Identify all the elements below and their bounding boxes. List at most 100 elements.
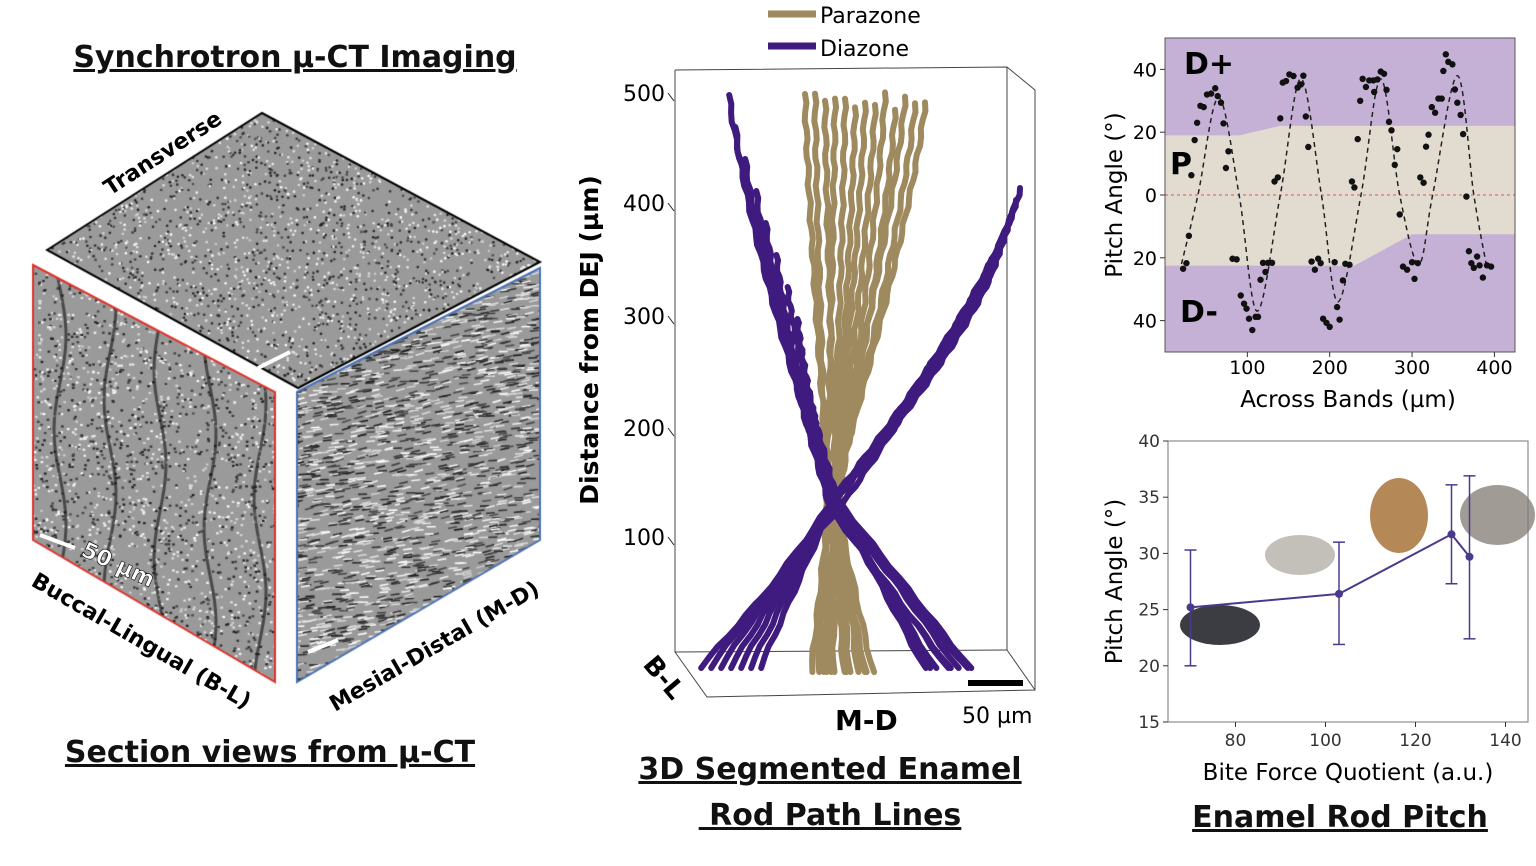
plot-frame: [1167, 440, 1529, 723]
data-point: [1305, 143, 1312, 151]
y-tick-label: 40: [1133, 59, 1157, 81]
left-panel-subtitle: Section views from µ-CT: [64, 735, 476, 770]
data-point: [1438, 95, 1445, 102]
zone-label-d-plus: D+: [1184, 47, 1234, 82]
data-point: [1193, 119, 1201, 126]
data-point: [1468, 259, 1475, 267]
y-tick-label: 20: [1138, 657, 1160, 677]
data-point: [1233, 256, 1240, 263]
scale-label-left: 50 µm: [77, 538, 158, 593]
middle-panel-title-line2: Rod Path Lines: [698, 798, 962, 833]
data-point: [1487, 263, 1495, 270]
data-point: [1297, 81, 1305, 88]
data-point: [1335, 589, 1343, 598]
data-point: [1254, 313, 1262, 321]
y-tick-label: 40: [1138, 432, 1160, 452]
data-point: [1308, 258, 1315, 265]
data-point: [1191, 136, 1198, 144]
data-point: [1449, 61, 1456, 68]
data-point: [1331, 258, 1338, 266]
scale-label-middle: 50 µm: [962, 704, 1032, 729]
scale-bar-left: [39, 533, 76, 550]
snow-leopard-image: [1265, 535, 1335, 575]
data-point: [1188, 172, 1195, 179]
left-panel-title: Synchrotron µ-CT Imaging: [73, 40, 517, 75]
data-point: [1311, 266, 1319, 273]
data-point: [1476, 262, 1483, 269]
data-point: [1282, 77, 1290, 85]
y-tick-label: 15: [1138, 713, 1160, 733]
data-point: [1243, 305, 1250, 312]
y-tick: [667, 427, 675, 437]
data-point: [1200, 103, 1207, 111]
parazone-rod-path: [824, 93, 909, 675]
x-tick-label: 300: [1394, 357, 1430, 379]
data-point: [1262, 268, 1269, 276]
black-bear-image: [1180, 605, 1260, 645]
middle-panel-title-line1: 3D Segmented Enamel: [638, 752, 1022, 787]
data-point: [1454, 99, 1461, 106]
data-point: [1428, 103, 1436, 111]
y-tick-label: 25: [1138, 601, 1160, 621]
micro-ct-cube-image: [0, 100, 560, 720]
data-point: [1396, 211, 1403, 218]
y-tick: [667, 202, 675, 212]
data-point: [1183, 259, 1190, 267]
y-tick-label: 400: [623, 192, 665, 217]
data-point: [1317, 259, 1324, 267]
data-point: [1388, 127, 1395, 134]
data-point: [1431, 109, 1439, 116]
data-point: [1459, 130, 1467, 138]
data-point: [1274, 174, 1282, 181]
data-point: [1259, 259, 1267, 267]
data-point: [1391, 161, 1398, 169]
data-point: [1385, 118, 1393, 126]
trend-line: [1190, 533, 1471, 609]
data-point: [1186, 603, 1195, 612]
data-point: [1470, 264, 1478, 272]
data-point: [1425, 131, 1432, 138]
data-point: [1356, 97, 1364, 105]
x-tick-label: 120: [1399, 731, 1431, 751]
data-point: [1302, 113, 1310, 120]
data-point: [1217, 99, 1225, 106]
data-point: [1214, 92, 1221, 100]
data-point: [1220, 120, 1227, 127]
data-point: [1447, 530, 1456, 539]
x-tick-label: 100: [1309, 731, 1341, 751]
data-point: [1237, 292, 1244, 299]
data-point: [1370, 88, 1378, 96]
data-point: [1277, 115, 1284, 122]
y-tick-label: 0: [1145, 185, 1157, 207]
data-point: [1403, 266, 1411, 273]
data-point: [1333, 303, 1341, 311]
lion-image: [1370, 478, 1428, 553]
pitch-vs-bite-force-chart: 40 35 30 25 20 15 80 100 120 140 Bite Force Quotie…: [1102, 432, 1535, 786]
data-point: [1222, 164, 1230, 172]
data-point: [1225, 148, 1232, 155]
data-point: [1346, 261, 1353, 268]
data-point: [1417, 174, 1424, 181]
data-point: [1354, 135, 1361, 143]
data-point: [1362, 83, 1370, 91]
data-point: [1383, 86, 1390, 94]
y-tick-label: 40: [1133, 311, 1157, 333]
data-point: [1326, 323, 1333, 331]
y-axis-label: Pitch Angle (°): [1102, 112, 1128, 278]
scale-bar-top: [257, 350, 291, 370]
data-point: [1422, 143, 1430, 150]
transverse-label: Transverse: [100, 106, 227, 201]
parazone-rod-path: [831, 99, 929, 675]
buccal-lingual-label: Buccal-Lingual (B-L): [27, 569, 255, 715]
data-point: [1411, 275, 1418, 283]
data-point: [1420, 179, 1427, 186]
md-axis-label: M-D: [835, 704, 898, 737]
data-point: [1339, 277, 1347, 284]
y-axis-label: Pitch Angle (°): [1102, 499, 1128, 665]
data-point: [1479, 274, 1487, 281]
data-point: [1359, 75, 1366, 83]
data-point: [1348, 178, 1356, 185]
x-tick-label: 140: [1489, 731, 1521, 751]
data-point: [1414, 259, 1422, 267]
data-point: [1473, 253, 1481, 260]
